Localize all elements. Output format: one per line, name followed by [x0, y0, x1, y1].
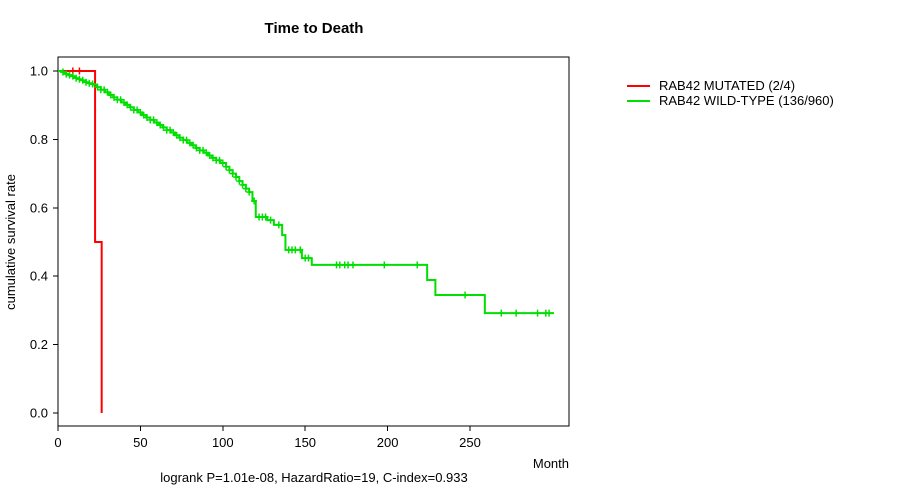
plot-title: Time to Death [265, 20, 364, 37]
x-tick-label: 0 [54, 435, 61, 450]
x-tick-label: 50 [133, 435, 147, 450]
y-tick-label: 0.6 [30, 200, 48, 215]
x-tick-label: 150 [294, 435, 316, 450]
y-tick-label: 0.2 [30, 337, 48, 352]
survival-curves [58, 67, 555, 413]
mutated-survival-curve [58, 70, 103, 413]
legend-label-wildtype: RAB42 WILD-TYPE (136/960) [659, 93, 834, 108]
y-tick-label: 0.4 [30, 269, 48, 284]
x-tick-label: 100 [212, 435, 234, 450]
stats-caption: logrank P=1.01e-08, HazardRatio=19, C-in… [160, 470, 468, 485]
plot-box [57, 56, 570, 427]
wildtype-censor-marks [59, 68, 553, 317]
legend-label-mutated: RAB42 MUTATED (2/4) [659, 78, 795, 93]
y-tick-label: 1.0 [30, 64, 48, 79]
legend: RAB42 MUTATED (2/4) RAB42 WILD-TYPE (136… [627, 78, 834, 108]
x-tick-label: 200 [377, 435, 399, 450]
x-tick-label: 250 [459, 435, 481, 450]
y-tick-label: 0.8 [30, 132, 48, 147]
y-tick-label: 0.0 [30, 406, 48, 421]
x-axis-label: Month [533, 456, 569, 471]
y-axis-label: cumulative survival rate [3, 174, 18, 310]
x-axis-ticks: 0 50 100 150 200 250 [54, 426, 481, 450]
y-axis-ticks: 0.0 0.2 0.4 0.6 0.8 1.0 [30, 64, 58, 421]
